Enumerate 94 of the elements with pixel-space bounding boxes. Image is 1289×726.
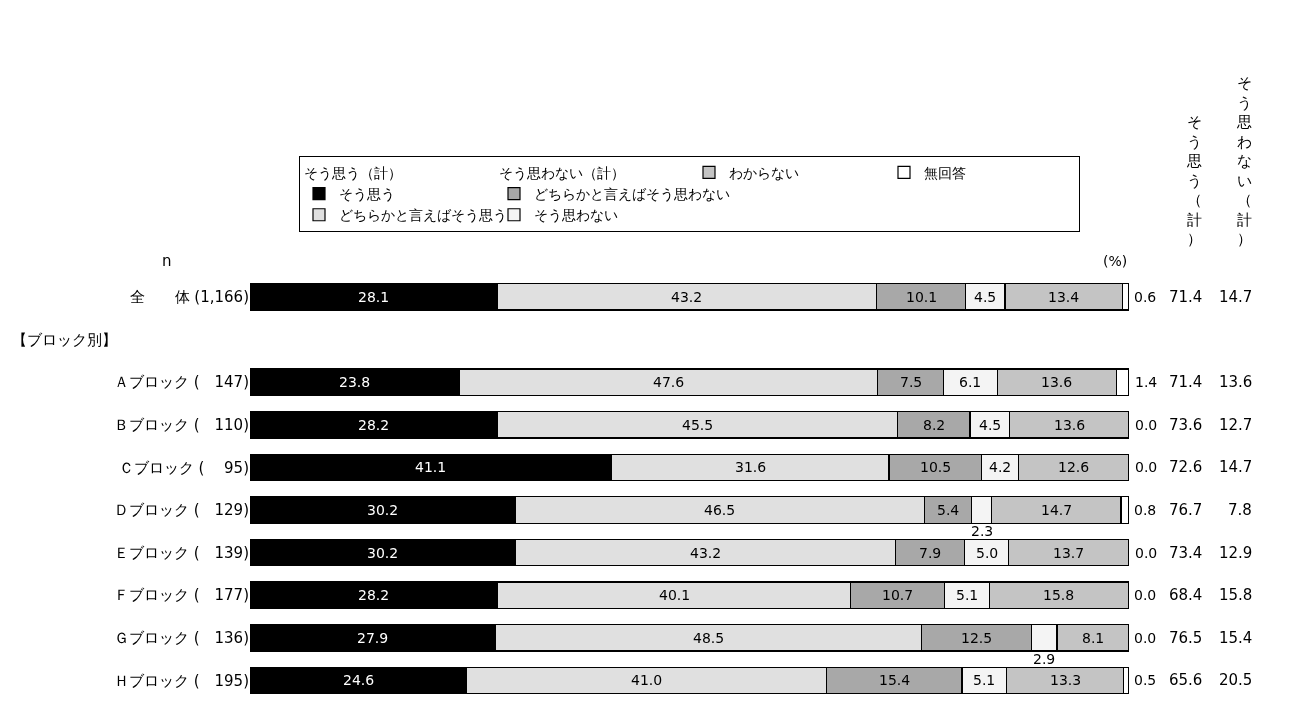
data-label: 15.8 — [1043, 587, 1075, 603]
data-label: 43.2 — [690, 545, 722, 561]
data-label: 41.0 — [631, 672, 663, 688]
data-label: 1.4 — [1135, 374, 1158, 390]
data-label: 43.2 — [671, 289, 703, 305]
data-label: 4.5 — [979, 417, 1002, 433]
legend-label: わからない — [729, 164, 799, 181]
text: そう思う（計） — [304, 164, 402, 181]
text: 14.7 — [1219, 288, 1253, 306]
text: n — [162, 252, 172, 270]
data-label: 2.9 — [1033, 651, 1056, 667]
data-label: 23.8 — [339, 374, 371, 390]
legend-label: そう思う — [339, 186, 395, 203]
y-tick-label: Ｅブロック ( 139) — [113, 543, 249, 562]
legend-label: どちらかと言えばそう思う — [339, 207, 507, 224]
text: そう思わない（計） — [499, 164, 625, 181]
y-tick-label: 全 体 (1,166) — [129, 288, 249, 307]
text: 【ブロック別】 — [12, 331, 117, 349]
data-label: 5.4 — [937, 502, 960, 518]
data-label: 10.5 — [920, 459, 952, 475]
text: 72.6 — [1169, 458, 1203, 476]
text: 12.9 — [1219, 544, 1253, 562]
legend-label: 無回答 — [924, 164, 966, 181]
data-label: 13.6 — [1041, 374, 1073, 390]
data-label: 12.6 — [1058, 459, 1090, 475]
data-label: 6.1 — [959, 374, 982, 390]
data-label: 10.7 — [882, 587, 914, 603]
legend-label: そう思わない — [534, 207, 618, 224]
data-label: 28.2 — [358, 587, 390, 603]
data-label: 7.5 — [900, 374, 923, 390]
text: そう思わない（計） — [1237, 74, 1252, 248]
text: そう思う（計） — [1186, 113, 1202, 248]
data-label: 0.5 — [1134, 672, 1157, 688]
data-label: 0.0 — [1135, 417, 1158, 433]
text: 76.5 — [1169, 629, 1203, 647]
data-label: 28.2 — [358, 417, 390, 433]
legend-label: どちらかと言えばそう思わない — [534, 186, 730, 203]
data-label: 4.2 — [989, 459, 1012, 475]
data-label: 13.3 — [1050, 672, 1082, 688]
text: 13.6 — [1219, 373, 1253, 391]
data-label: 13.7 — [1053, 545, 1085, 561]
data-label: 15.4 — [879, 672, 911, 688]
text: 7.8 — [1228, 501, 1252, 519]
text: (%) — [1103, 253, 1128, 269]
data-label: 8.2 — [923, 417, 946, 433]
text: 15.4 — [1219, 629, 1253, 647]
data-label: 5.1 — [956, 587, 979, 603]
data-label: 48.5 — [693, 630, 725, 646]
text: 15.8 — [1219, 586, 1253, 604]
data-label: 40.1 — [659, 587, 691, 603]
data-label: 30.2 — [367, 502, 399, 518]
data-label: 41.1 — [415, 459, 447, 475]
data-label: 30.2 — [367, 545, 399, 561]
y-tick-label: Ａブロック ( 147) — [113, 373, 249, 392]
data-label: 2.3 — [971, 523, 994, 539]
text: 14.7 — [1219, 458, 1253, 476]
data-label: 28.1 — [358, 289, 390, 305]
y-tick-label: Ｇブロック ( 136) — [113, 629, 249, 648]
data-label: 31.6 — [735, 459, 767, 475]
text: 71.4 — [1169, 373, 1203, 391]
text: 12.7 — [1219, 416, 1253, 434]
data-label: 0.0 — [1135, 545, 1158, 561]
data-label: 24.6 — [343, 672, 375, 688]
y-tick-label: Ｂブロック ( 110) — [113, 415, 249, 434]
text: 68.4 — [1169, 586, 1203, 604]
data-label: 13.4 — [1048, 289, 1080, 305]
data-label: 45.5 — [682, 417, 714, 433]
data-label: 5.1 — [973, 672, 996, 688]
text: 65.6 — [1169, 671, 1203, 689]
data-label: 8.1 — [1082, 630, 1105, 646]
text: 20.5 — [1219, 671, 1253, 689]
data-label: 0.6 — [1134, 289, 1157, 305]
y-tick-label: Ｆブロック ( 177) — [113, 586, 249, 605]
data-label: 4.5 — [974, 289, 997, 305]
data-label: 47.6 — [653, 374, 685, 390]
data-label: 0.0 — [1135, 459, 1158, 475]
data-label: 0.8 — [1134, 502, 1157, 518]
data-label: 13.6 — [1054, 417, 1086, 433]
text: 76.7 — [1169, 501, 1203, 519]
text: 71.4 — [1169, 288, 1203, 306]
text: 73.4 — [1169, 544, 1203, 562]
data-label: 27.9 — [357, 630, 389, 646]
y-tick-label: Ｃブロック ( 95) — [118, 458, 249, 477]
data-label: 46.5 — [704, 502, 736, 518]
data-label: 5.0 — [976, 545, 999, 561]
y-tick-label: Ｄブロック ( 129) — [113, 501, 249, 520]
text: 73.6 — [1169, 416, 1203, 434]
data-label: 12.5 — [961, 630, 993, 646]
data-label: 0.0 — [1134, 630, 1157, 646]
data-label: 14.7 — [1041, 502, 1073, 518]
data-label: 7.9 — [919, 545, 942, 561]
y-tick-label: Ｈブロック ( 195) — [113, 671, 249, 690]
data-label: 10.1 — [906, 289, 938, 305]
data-label: 0.0 — [1134, 587, 1157, 603]
